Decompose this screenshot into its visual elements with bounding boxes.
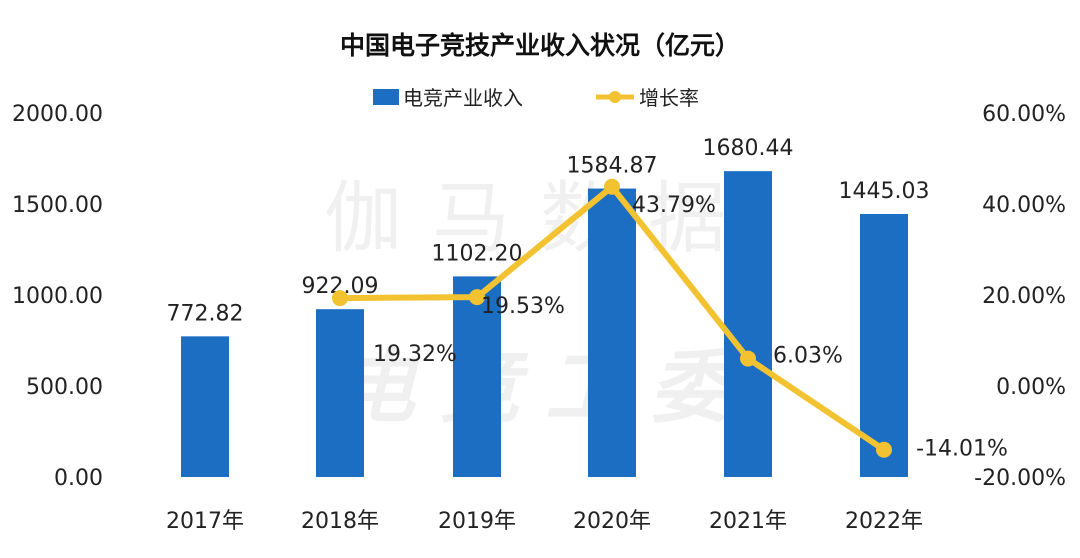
x-tick-label: 2020年 bbox=[573, 509, 651, 534]
bar-value-label: 772.82 bbox=[167, 301, 244, 326]
x-tick-label: 2021年 bbox=[709, 509, 787, 534]
growth-point bbox=[604, 178, 620, 195]
growth-value-label: -14.01% bbox=[916, 437, 1008, 462]
bar bbox=[724, 171, 772, 478]
right-tick-label: 20.00% bbox=[982, 284, 1066, 309]
bar bbox=[588, 188, 636, 478]
bar bbox=[860, 214, 908, 477]
legend: 电竞产业收入 增长率 bbox=[373, 86, 699, 110]
growth-point bbox=[876, 441, 892, 458]
x-tick-label: 2017年 bbox=[166, 509, 244, 534]
legend-bar-label: 电竞产业收入 bbox=[403, 86, 523, 110]
right-tick-label: 40.00% bbox=[982, 193, 1066, 218]
growth-value-label: 19.32% bbox=[373, 342, 457, 367]
bar-value-label: 1102.20 bbox=[432, 241, 523, 266]
bar-value-label: 1680.44 bbox=[703, 136, 794, 161]
bar bbox=[453, 276, 501, 477]
left-tick-label: 1000.00 bbox=[12, 284, 103, 309]
growth-value-label: 43.79% bbox=[632, 193, 716, 218]
left-tick-label: 0.00 bbox=[54, 466, 103, 491]
growth-value-label: 6.03% bbox=[773, 344, 843, 369]
left-axis: 0.00 500.00 1000.00 1500.00 2000.00 bbox=[12, 102, 103, 491]
legend-line-marker bbox=[609, 91, 621, 103]
bar-value-label: 1584.87 bbox=[567, 154, 658, 179]
right-tick-label: 0.00% bbox=[996, 375, 1066, 400]
legend-line-label: 增长率 bbox=[639, 86, 699, 110]
growth-point bbox=[469, 289, 485, 306]
bar-value-label: 1445.03 bbox=[839, 179, 930, 204]
growth-point bbox=[740, 350, 756, 367]
bar bbox=[181, 336, 229, 477]
bar bbox=[316, 309, 364, 477]
right-axis: -20.00% 0.00% 20.00% 40.00% 60.00% bbox=[974, 102, 1066, 491]
legend-bar-swatch bbox=[373, 89, 399, 105]
watermark-text: 伽马数据 bbox=[324, 174, 756, 264]
x-tick-label: 2022年 bbox=[845, 509, 923, 534]
x-axis: 2017年 2018年 2019年 2020年 2021年 2022年 bbox=[166, 509, 923, 534]
right-tick-label: 60.00% bbox=[982, 102, 1066, 127]
right-tick-label: -20.00% bbox=[974, 466, 1066, 491]
growth-point bbox=[332, 290, 348, 307]
growth-line: 19.32% 19.53% 43.79% 6.03% -14.01% bbox=[332, 178, 1008, 462]
watermark-text: 电竞工委 bbox=[335, 341, 755, 434]
x-tick-label: 2018年 bbox=[301, 509, 379, 534]
growth-value-label: 19.53% bbox=[481, 294, 565, 319]
left-tick-label: 500.00 bbox=[26, 375, 103, 400]
x-tick-label: 2019年 bbox=[438, 509, 516, 534]
chart-title: 中国电子竞技产业收入状况（亿元） bbox=[340, 31, 740, 60]
left-tick-label: 2000.00 bbox=[12, 102, 103, 127]
left-tick-label: 1500.00 bbox=[12, 193, 103, 218]
